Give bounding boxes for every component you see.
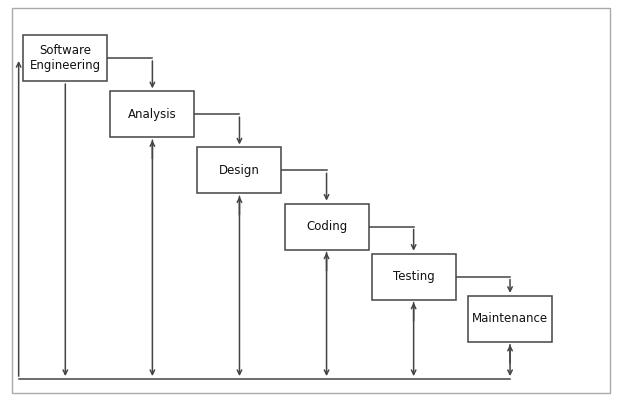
Bar (198, 148, 282, 194)
Text: Maintenance: Maintenance (472, 312, 548, 325)
Bar (111, 91, 194, 138)
Text: Software
Engineering: Software Engineering (30, 44, 101, 72)
Bar (468, 296, 552, 342)
Bar (372, 254, 455, 300)
Text: Testing: Testing (392, 270, 435, 283)
Bar (23, 35, 107, 81)
Bar (285, 204, 368, 249)
Text: Analysis: Analysis (128, 108, 177, 121)
Text: Design: Design (219, 164, 260, 177)
Text: Coding: Coding (306, 220, 347, 233)
